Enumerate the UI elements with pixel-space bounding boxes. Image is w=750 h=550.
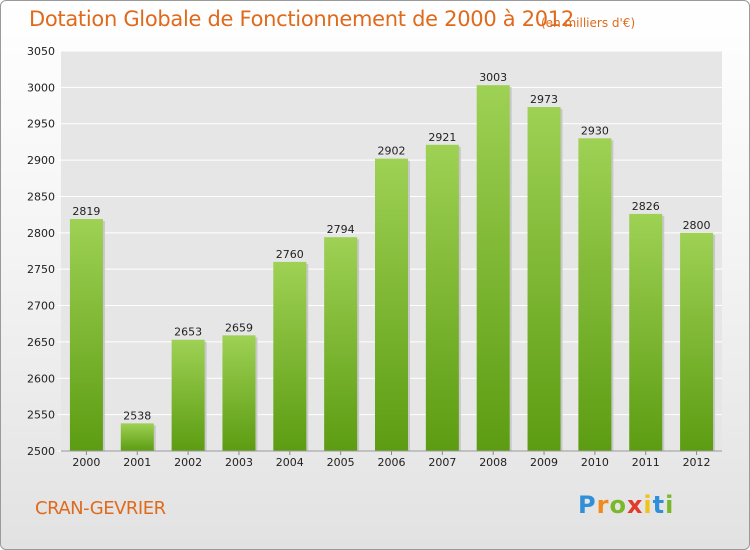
data-label: 2930 <box>581 124 609 137</box>
x-tick-label: 2012 <box>683 456 711 469</box>
bar-group <box>375 158 410 452</box>
x-tick-label: 2005 <box>327 456 355 469</box>
proxiti-logo[interactable]: Proxiti <box>578 491 675 519</box>
bar-group <box>324 237 360 451</box>
bar-group <box>578 138 614 452</box>
bar-group <box>680 232 716 451</box>
y-tick-label: 2550 <box>27 409 55 422</box>
data-label: 2826 <box>632 200 660 213</box>
y-tick-label: 2850 <box>27 190 55 203</box>
data-label: 2760 <box>276 248 304 261</box>
y-tick-label: 3050 <box>27 45 55 58</box>
x-tick-label: 2009 <box>530 456 558 469</box>
bar-group <box>527 107 563 451</box>
bar-group <box>425 144 461 451</box>
bar-group <box>629 213 665 451</box>
bar <box>69 219 103 451</box>
chart-title: Dotation Globale de Fonctionnement de 20… <box>29 7 574 31</box>
data-label: 2800 <box>683 219 711 232</box>
x-tick-label: 2006 <box>378 456 406 469</box>
data-label: 2921 <box>428 131 456 144</box>
chart-subtitle: (en milliers d'€) <box>541 16 636 30</box>
y-tick-label: 2500 <box>27 445 55 458</box>
data-label: 3003 <box>479 71 507 84</box>
y-tick-label: 2700 <box>27 300 55 313</box>
x-tick-label: 2011 <box>632 456 660 469</box>
bar <box>273 261 307 451</box>
x-tick-label: 2001 <box>123 456 151 469</box>
data-label: 2653 <box>174 326 202 339</box>
x-tick-label: 2000 <box>72 456 100 469</box>
x-tick-label: 2004 <box>276 456 304 469</box>
y-tick-label: 2950 <box>27 118 55 131</box>
y-tick-label: 2600 <box>27 372 55 385</box>
bar <box>375 158 408 452</box>
bar-group <box>273 261 309 451</box>
x-tick-label: 2010 <box>581 456 609 469</box>
bar <box>680 232 714 451</box>
bar <box>120 423 154 451</box>
bar-group <box>476 85 512 451</box>
y-tick-label: 2800 <box>27 227 55 240</box>
bar <box>578 138 612 452</box>
bar <box>527 107 561 451</box>
bar <box>324 237 358 451</box>
bar-group <box>171 339 207 451</box>
data-label: 2902 <box>378 145 406 158</box>
commune-name: CRAN-GEVRIER <box>35 498 166 519</box>
y-tick-label: 2900 <box>27 154 55 167</box>
bar <box>171 339 205 451</box>
bar <box>476 85 510 451</box>
bar-group <box>69 219 105 451</box>
y-tick-label: 2650 <box>27 336 55 349</box>
data-label: 2794 <box>327 223 355 236</box>
data-label: 2538 <box>123 409 151 422</box>
bar <box>629 213 663 451</box>
x-tick-label: 2002 <box>174 456 202 469</box>
bar <box>425 144 459 451</box>
x-tick-label: 2008 <box>479 456 507 469</box>
y-tick-label: 3000 <box>27 81 55 94</box>
y-tick-label: 2750 <box>27 263 55 276</box>
x-tick-label: 2007 <box>428 456 456 469</box>
data-label: 2659 <box>225 321 253 334</box>
bar-group <box>120 423 156 451</box>
bar <box>222 335 256 451</box>
bar-group <box>222 335 258 451</box>
x-tick-label: 2003 <box>225 456 253 469</box>
data-label: 2819 <box>72 205 100 218</box>
data-label: 2973 <box>530 93 558 106</box>
